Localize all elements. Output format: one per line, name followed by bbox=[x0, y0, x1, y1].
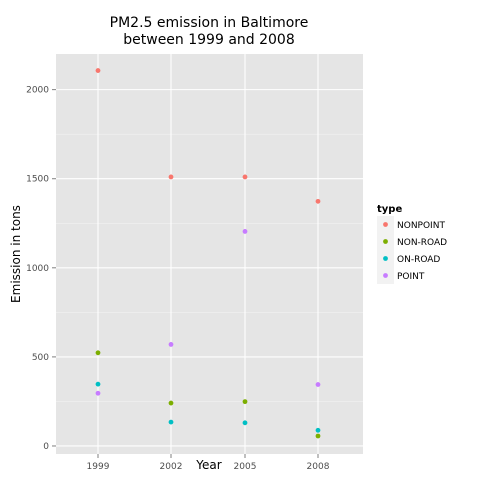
point-on-road-2008 bbox=[315, 427, 321, 433]
legend-marker-non-road bbox=[383, 239, 388, 244]
legend-label-nonpoint: NONPOINT bbox=[397, 221, 445, 231]
gridlines bbox=[56, 54, 363, 454]
legend-label-on-road: ON-ROAD bbox=[397, 255, 440, 265]
point-point-2008 bbox=[315, 382, 321, 387]
y-axis: 0 500 1000 1500 2000 bbox=[26, 86, 56, 452]
point-point-2002 bbox=[168, 342, 174, 347]
y-tick-label: 1500 bbox=[26, 175, 49, 185]
x-tick-label: 1999 bbox=[87, 462, 110, 472]
legend-title: type bbox=[377, 204, 402, 215]
legend-label-point: POINT bbox=[397, 272, 425, 282]
point-nonpoint-2008 bbox=[315, 198, 321, 204]
chart-title-line-2: between 1999 and 2008 bbox=[123, 32, 295, 48]
point-on-road-2002 bbox=[168, 419, 174, 425]
point-point-2005 bbox=[242, 229, 248, 234]
legend: type NONPOINT NON-ROAD ON-ROAD POINT bbox=[377, 204, 447, 284]
x-axis: 1999 2002 2005 2008 bbox=[87, 454, 330, 472]
y-tick-label: 1000 bbox=[26, 264, 49, 274]
point-on-road-1999 bbox=[95, 381, 101, 387]
legend-marker-point bbox=[383, 273, 388, 278]
point-non-road-2008 bbox=[315, 433, 321, 439]
point-nonpoint-2005 bbox=[242, 174, 248, 180]
y-axis-title: Emission in tons bbox=[9, 205, 23, 303]
point-nonpoint-1999 bbox=[95, 68, 101, 73]
x-tick-label: 2008 bbox=[307, 462, 330, 472]
point-non-road-2005 bbox=[242, 399, 248, 405]
legend-label-non-road: NON-ROAD bbox=[397, 238, 447, 248]
point-non-road-1999 bbox=[95, 350, 101, 356]
data-points bbox=[95, 68, 321, 439]
legend-marker-on-road bbox=[383, 256, 388, 261]
point-point-1999 bbox=[95, 390, 101, 396]
x-tick-label: 2002 bbox=[160, 462, 183, 472]
point-on-road-2005 bbox=[242, 420, 248, 426]
chart-title-line-1: PM2.5 emission in Baltimore bbox=[110, 15, 309, 31]
point-non-road-2002 bbox=[168, 400, 174, 406]
point-nonpoint-2002 bbox=[168, 174, 174, 180]
y-tick-label: 0 bbox=[43, 442, 49, 452]
y-tick-label: 2000 bbox=[26, 86, 49, 96]
x-tick-label: 2005 bbox=[234, 462, 257, 472]
x-axis-title: Year bbox=[195, 458, 221, 472]
legend-marker-nonpoint bbox=[383, 222, 388, 227]
y-tick-label: 500 bbox=[32, 353, 49, 363]
plot-panel bbox=[56, 54, 363, 454]
